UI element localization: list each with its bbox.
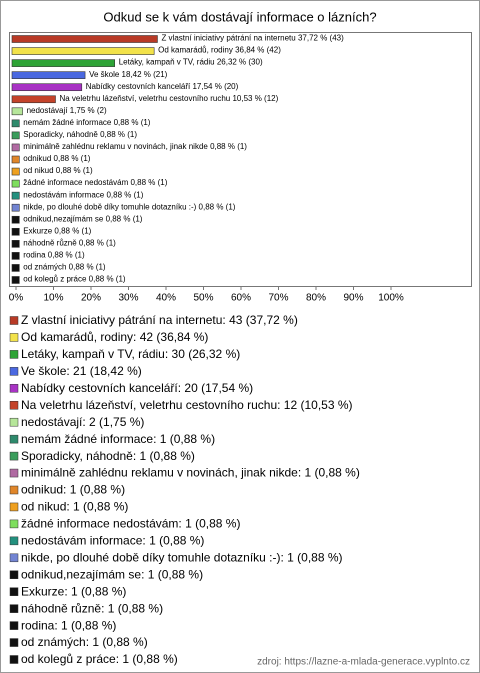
bar <box>11 167 20 176</box>
legend-swatch <box>9 316 19 325</box>
legend-label: od kolegů z práce: 1 (0,88 %) <box>21 652 178 666</box>
legend-label: nedostávám informace: 1 (0,88 %) <box>21 534 204 548</box>
legend-swatch <box>9 621 19 630</box>
bar <box>11 71 86 79</box>
bar <box>11 143 20 152</box>
legend-swatch <box>9 468 19 478</box>
legend-swatch <box>9 401 19 410</box>
legend-label: nikde, po dlouhé době díky tomuhle dotaz… <box>21 550 343 564</box>
legend-label: Sporadicky, náhodně: 1 (0,88 %) <box>21 449 195 463</box>
bar <box>11 240 20 248</box>
bar <box>11 179 20 188</box>
legend-swatch <box>9 536 19 546</box>
bar-label: Sporadicky, náhodně 0,88 % (1) <box>23 130 137 139</box>
legend-swatch <box>9 367 19 376</box>
x-tick-label: 20% <box>81 293 101 304</box>
legend-label: Exkurze: 1 (0,88 %) <box>21 584 126 598</box>
bar <box>11 264 20 272</box>
x-tick-label: 30% <box>118 293 138 304</box>
x-tick-label: 80% <box>306 293 326 304</box>
bar-label: Od kamarádů, rodiny 36,84 % (42) <box>158 46 281 55</box>
legend-label: Ve škole: 21 (18,42 %) <box>21 364 142 378</box>
legend-label: od nikud: 1 (0,88 %) <box>21 500 128 514</box>
legend-label: náhodně různě: 1 (0,88 %) <box>21 601 163 615</box>
bar-label: Ve škole 18,42 % (21) <box>89 70 168 79</box>
bar <box>11 276 20 284</box>
legend-swatch <box>9 519 19 529</box>
legend-swatch <box>9 350 19 359</box>
legend-swatch <box>9 485 19 495</box>
bar-label: Na veletrhu lázeňství, veletrhu cestovní… <box>59 94 278 103</box>
bar-label: Exkurze 0,88 % (1) <box>23 226 91 235</box>
bar-label: od kolegů z práce 0,88 % (1) <box>23 275 126 284</box>
bar-label: náhodně různě 0,88 % (1) <box>23 238 116 247</box>
x-tick-label: 60% <box>231 293 251 304</box>
bar-label: nedostávají 1,75 % (2) <box>27 106 107 115</box>
bar <box>11 107 23 116</box>
x-tick-label: 70% <box>268 293 288 304</box>
bar <box>11 131 20 140</box>
bar-label: od známých 0,88 % (1) <box>23 263 106 272</box>
chart-title: Odkud se k vám dostávají informace o láz… <box>103 9 376 24</box>
legend-swatch <box>9 502 19 512</box>
bar-label: odnikud,nezajímám se 0,88 % (1) <box>23 214 143 223</box>
bar <box>11 227 20 236</box>
legend-label: rodina: 1 (0,88 %) <box>21 618 116 632</box>
legend-swatch <box>9 587 19 596</box>
bar <box>11 83 83 92</box>
bar-label: žádné informace nedostávám 0,88 % (1) <box>23 178 167 187</box>
bar <box>11 215 20 224</box>
bar-label: rodina 0,88 % (1) <box>23 250 85 259</box>
bar <box>11 155 20 164</box>
bar <box>11 252 20 260</box>
bar-label: odnikud 0,88 % (1) <box>23 154 90 163</box>
legend-swatch <box>9 604 19 613</box>
legend-label: od známých: 1 (0,88 %) <box>21 635 148 649</box>
x-tick-label: 90% <box>343 293 363 304</box>
legend-label: Od kamarádů, rodiny: 42 (36,84 %) <box>21 330 208 344</box>
legend-label: Z vlastní iniciativy pátrání na internet… <box>21 313 298 327</box>
legend-label: minimálně zahlédnu reklamu v novinách, j… <box>21 466 360 480</box>
x-tick-label: 0% <box>9 293 24 304</box>
bar <box>11 59 115 67</box>
legend-label: nedostávají: 2 (1,75 %) <box>21 415 144 429</box>
bar-label: nikde, po dlouhé době díky tomuhle dotaz… <box>23 202 235 211</box>
bar <box>11 191 20 200</box>
bar-label: minimálně zahlédnu reklamu v novinách, j… <box>23 142 247 151</box>
bar <box>11 35 158 43</box>
bar-label: od nikud 0,88 % (1) <box>23 166 93 175</box>
legend-swatch <box>9 451 19 461</box>
bar-label: nedostávám informace 0,88 % (1) <box>23 190 143 199</box>
legend-swatch <box>9 655 19 664</box>
legend-label: Nabídky cestovních kanceláří: 20 (17,54 … <box>21 381 253 395</box>
bar <box>11 203 20 212</box>
legend-label: Na veletrhu lázeňství, veletrhu cestovní… <box>21 398 353 412</box>
x-tick-label: 50% <box>193 293 213 304</box>
x-tick-label: 10% <box>43 293 63 304</box>
bar-label: Nabídky cestovních kanceláří 17,54 % (20… <box>86 82 239 91</box>
legend-swatch <box>9 417 19 427</box>
legend-swatch <box>9 570 19 579</box>
legend-label: odnikud,nezajímám se: 1 (0,88 %) <box>21 567 203 581</box>
x-tick-label: 40% <box>156 293 176 304</box>
bar <box>11 95 56 104</box>
legend-swatch <box>9 434 19 444</box>
x-tick-label: 100% <box>378 293 404 304</box>
bar-label: Z vlastní iniciativy pátrání na internet… <box>161 34 344 43</box>
legend-swatch <box>9 384 19 393</box>
legend-label: Letáky, kampaň v TV, rádiu: 30 (26,32 %) <box>21 347 240 361</box>
source: zdroj: https://lazne-a-mlada-generace.vy… <box>257 657 470 668</box>
legend-label: odnikud: 1 (0,88 %) <box>21 483 125 497</box>
legend-swatch <box>9 333 19 342</box>
bar <box>11 119 20 128</box>
legend-swatch <box>9 638 19 647</box>
bar <box>11 47 155 55</box>
legend-label: nemám žádné informace: 1 (0,88 %) <box>21 432 215 446</box>
bar-label: Letáky, kampaň v TV, rádiu 26,32 % (30) <box>119 58 263 67</box>
bar-label: nemám žádné informace 0,88 % (1) <box>23 118 151 127</box>
legend-swatch <box>9 553 19 563</box>
legend-label: žádné informace nedostávám: 1 (0,88 %) <box>21 517 240 531</box>
